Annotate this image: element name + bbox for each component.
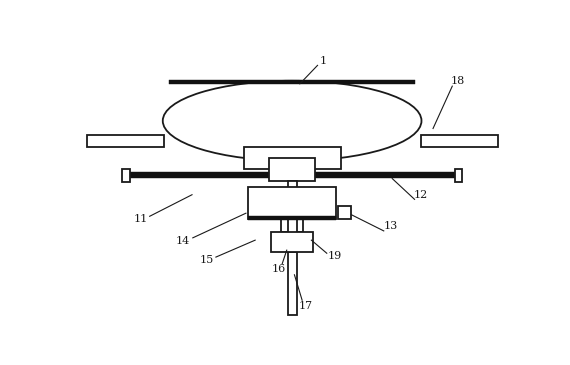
Bar xyxy=(169,80,416,84)
Text: 18: 18 xyxy=(450,76,465,86)
Bar xyxy=(282,219,287,232)
Text: 13: 13 xyxy=(384,221,398,231)
Bar xyxy=(297,219,303,232)
Bar xyxy=(249,187,336,219)
Bar xyxy=(249,216,336,220)
Bar xyxy=(271,232,313,252)
Bar xyxy=(421,135,498,147)
Bar xyxy=(125,172,459,178)
Text: 1: 1 xyxy=(319,56,327,66)
Text: 16: 16 xyxy=(272,264,286,274)
Text: 11: 11 xyxy=(133,214,148,224)
Bar xyxy=(122,169,129,182)
Ellipse shape xyxy=(163,81,421,161)
Bar xyxy=(243,147,341,169)
Text: 15: 15 xyxy=(200,255,214,265)
Bar xyxy=(287,181,297,189)
Bar xyxy=(87,135,164,147)
Text: 14: 14 xyxy=(176,236,190,246)
Text: 12: 12 xyxy=(414,190,428,200)
Bar xyxy=(339,205,351,219)
Text: 19: 19 xyxy=(327,251,341,261)
Bar xyxy=(455,169,462,182)
Bar xyxy=(287,252,297,315)
Bar xyxy=(269,158,315,181)
Text: 17: 17 xyxy=(299,301,313,311)
